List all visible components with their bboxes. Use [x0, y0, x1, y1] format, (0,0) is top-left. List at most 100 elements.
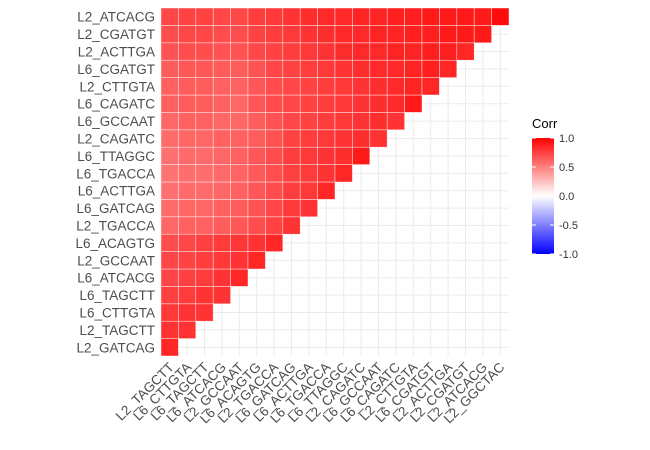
heatmap-tile: [404, 42, 423, 61]
y-tick-label: L2_ATCACG: [77, 10, 155, 25]
heatmap-tile: [317, 181, 336, 200]
heatmap-tile: [369, 94, 388, 113]
heatmap-tile: [212, 146, 231, 165]
heatmap-tile: [491, 7, 510, 26]
heatmap-tile: [195, 59, 214, 78]
heatmap-tile: [160, 129, 179, 148]
heatmap-tile: [317, 112, 336, 131]
heatmap-tile: [178, 320, 197, 339]
heatmap-tile: [352, 129, 371, 148]
heatmap-tile: [334, 7, 353, 26]
heatmap-tile: [195, 129, 214, 148]
heatmap-tile: [421, 77, 440, 96]
heatmap-tile: [456, 7, 475, 26]
heatmap-tile: [265, 94, 284, 113]
heatmap-tile: [247, 94, 266, 113]
heatmap-tile: [282, 199, 301, 218]
heatmap-tile: [421, 25, 440, 44]
y-tick-label: L6_ACAGTG: [75, 236, 155, 251]
heatmap-tile: [195, 94, 214, 113]
heatmap-tile: [195, 146, 214, 165]
y-tick-label: L2_CGATGT: [77, 27, 155, 42]
y-axis-labels: L2_GATCAG L2_TAGCTT L6_CTTGTA L6_TAGCTT L6_A…: [75, 10, 155, 356]
heatmap-tile: [230, 77, 249, 96]
heatmap-tile: [195, 181, 214, 200]
heatmap-tile: [299, 129, 318, 148]
heatmap-tile: [247, 112, 266, 131]
heatmap-tile: [212, 59, 231, 78]
legend-colorbar: [532, 138, 554, 254]
y-tick-label: L6_TGACCA: [76, 166, 155, 181]
heatmap-tile: [334, 59, 353, 78]
heatmap-tile: [265, 216, 284, 235]
heatmap-tile: [299, 181, 318, 200]
heatmap-tile: [178, 216, 197, 235]
heatmap-tile: [195, 251, 214, 270]
heatmap-tile: [247, 129, 266, 148]
heatmap-tile: [282, 146, 301, 165]
heatmap-tile: [386, 42, 405, 61]
heatmap-tile: [317, 25, 336, 44]
heatmap-tile: [212, 164, 231, 183]
heatmap-tile: [282, 77, 301, 96]
heatmap-tile: [282, 112, 301, 131]
heatmap-tile: [439, 25, 458, 44]
x-axis-labels: L2_TAGCTTL6_CTTGTAL6_TAGCTTL6_ATCACGL2_G…: [113, 359, 508, 426]
heatmap-tile: [230, 112, 249, 131]
heatmap-tile: [230, 251, 249, 270]
heatmap-tile: [212, 268, 231, 287]
heatmap-tile: [230, 7, 249, 26]
heatmap-tile: [317, 7, 336, 26]
heatmap-tiles: [160, 7, 510, 357]
heatmap-tile: [352, 25, 371, 44]
heatmap-tile: [317, 129, 336, 148]
heatmap-tile: [195, 268, 214, 287]
heatmap-tile: [369, 42, 388, 61]
heatmap-tile: [282, 216, 301, 235]
heatmap-tile: [230, 146, 249, 165]
heatmap-tile: [230, 216, 249, 235]
heatmap-tile: [317, 164, 336, 183]
heatmap-tile: [404, 94, 423, 113]
heatmap-tile: [352, 42, 371, 61]
heatmap-tile: [369, 129, 388, 148]
heatmap-tile: [334, 146, 353, 165]
color-legend: Corr 1.0 0.5 0.0 -0.5 -1.0: [532, 116, 578, 261]
heatmap-tile: [369, 112, 388, 131]
heatmap-tile: [160, 233, 179, 252]
legend-tick-label: -1.0: [559, 249, 578, 261]
heatmap-tile: [439, 42, 458, 61]
heatmap-tile: [386, 7, 405, 26]
heatmap-tile: [317, 59, 336, 78]
legend-tick-label: 0.0: [559, 191, 574, 203]
heatmap-tile: [334, 112, 353, 131]
heatmap-tile: [299, 42, 318, 61]
heatmap-tile: [317, 77, 336, 96]
heatmap-tile: [160, 77, 179, 96]
heatmap-tile: [195, 77, 214, 96]
heatmap-tile: [421, 7, 440, 26]
y-tick-label: L6_GCCAAT: [77, 114, 155, 129]
heatmap-tile: [369, 25, 388, 44]
heatmap-tile: [404, 77, 423, 96]
heatmap-tile: [230, 59, 249, 78]
legend-title: Corr: [532, 116, 558, 131]
heatmap-tile: [195, 25, 214, 44]
heatmap-tile: [352, 77, 371, 96]
heatmap-tile: [178, 112, 197, 131]
heatmap-tile: [160, 112, 179, 131]
heatmap-tile: [247, 25, 266, 44]
heatmap-tile: [282, 25, 301, 44]
heatmap-tile: [160, 216, 179, 235]
heatmap-tile: [212, 233, 231, 252]
legend-tick-label: -0.5: [559, 220, 578, 232]
heatmap-tile: [282, 59, 301, 78]
heatmap-tile: [265, 199, 284, 218]
heatmap-tile: [421, 42, 440, 61]
heatmap-tile: [247, 146, 266, 165]
heatmap-tile: [334, 77, 353, 96]
heatmap-tile: [369, 7, 388, 26]
heatmap-tile: [247, 42, 266, 61]
heatmap-tile: [230, 164, 249, 183]
